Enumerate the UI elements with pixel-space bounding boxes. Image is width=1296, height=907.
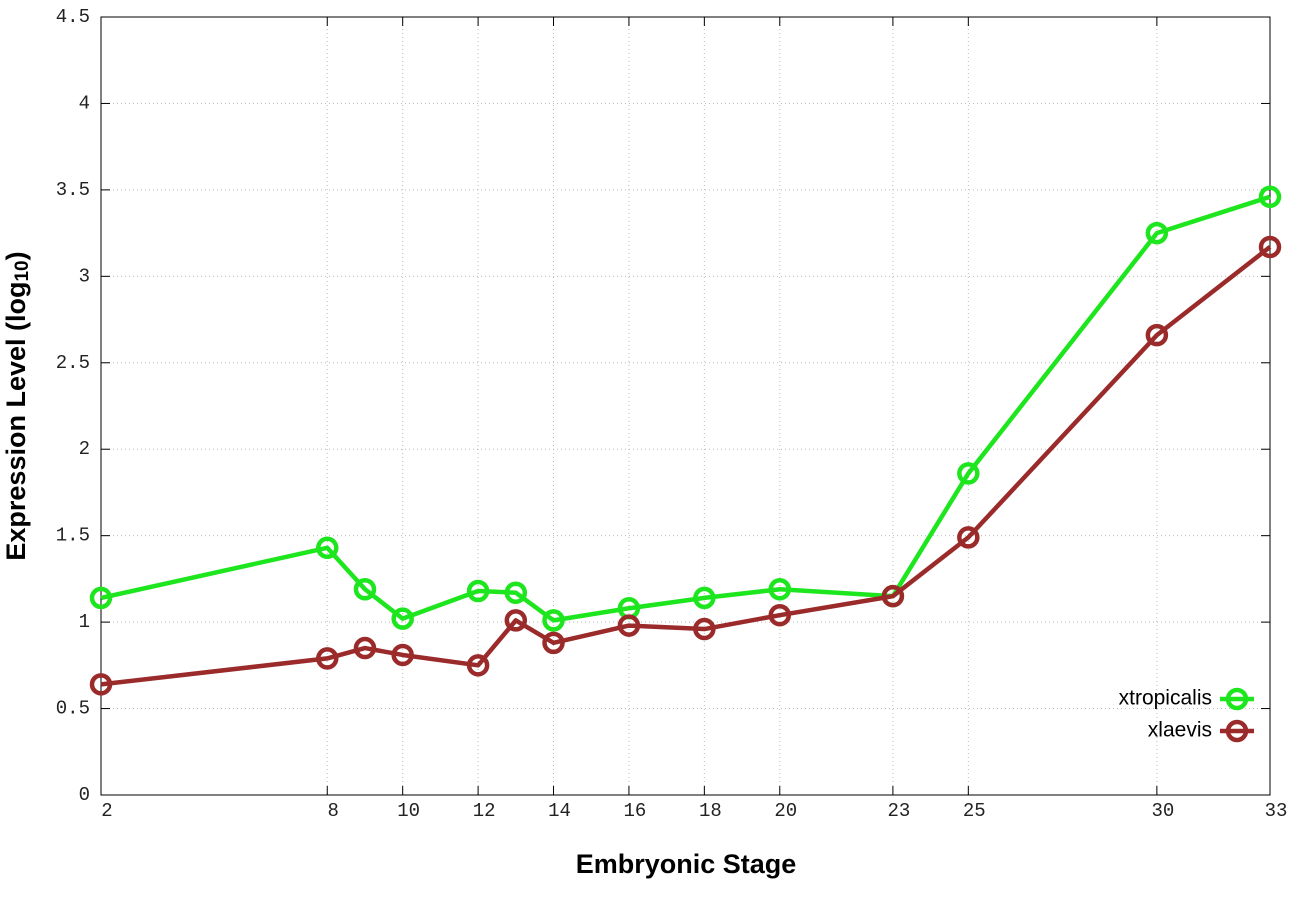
legend-label: xlaevis — [1148, 719, 1212, 742]
y-label-end: ) — [1, 251, 31, 260]
x-tick-label: 18 — [699, 800, 722, 822]
series-point — [316, 536, 339, 560]
series-point — [353, 578, 377, 601]
y-axis-label: Expression Level (log10) — [1, 251, 33, 560]
plot-frame — [100, 16, 1271, 796]
x-tick-label: 12 — [473, 800, 496, 822]
series-point — [957, 526, 980, 549]
series-point — [504, 581, 528, 604]
series-point — [466, 654, 490, 677]
x-tick-label: 25 — [963, 800, 986, 822]
series-point — [391, 607, 414, 630]
x-axis-label: Embryonic Stage — [576, 849, 797, 879]
series-point — [316, 647, 339, 670]
y-tick-label: 0 — [79, 784, 90, 806]
series-point — [881, 584, 905, 608]
series-point — [1145, 323, 1169, 347]
x-tick-label: 2 — [101, 800, 112, 822]
series-point — [391, 643, 414, 667]
x-tick-label: 33 — [1265, 800, 1288, 822]
legend-marker — [1225, 687, 1249, 711]
series-point — [89, 586, 113, 610]
y-label-sub: 10 — [12, 260, 33, 281]
x-tick-label: 8 — [328, 800, 339, 822]
y-tick-label: 1 — [79, 611, 90, 633]
y-tick-label: 4 — [79, 92, 90, 114]
y-label-text: Expression Level (log — [1, 282, 31, 561]
x-tick-label: 20 — [774, 800, 797, 822]
series-point — [542, 609, 565, 632]
series-point — [768, 603, 792, 627]
x-tick-label: 30 — [1151, 800, 1174, 822]
series-point — [617, 614, 641, 637]
x-tick-label: 16 — [624, 800, 647, 822]
series-line — [100, 194, 1271, 623]
series-point — [542, 631, 565, 655]
x-tick-label: 23 — [887, 800, 910, 822]
series-point — [466, 579, 490, 603]
series-point — [1258, 235, 1282, 259]
y-tick-label: 4.5 — [56, 6, 90, 28]
y-tick-label: 3.5 — [56, 179, 90, 201]
series-point — [693, 617, 716, 641]
x-tick-label: 14 — [548, 800, 571, 822]
series-point — [957, 462, 980, 485]
x-tick-label: 10 — [397, 800, 420, 822]
series-point — [1145, 221, 1169, 245]
series-point — [353, 636, 377, 660]
series-point — [768, 578, 792, 601]
y-tick-label: 0.5 — [56, 698, 90, 720]
legend-marker — [1225, 719, 1249, 743]
series-line — [100, 245, 1272, 687]
series-point — [693, 586, 716, 610]
series-point — [1258, 185, 1282, 209]
y-tick-label: 2.5 — [56, 352, 90, 374]
series-point — [504, 609, 528, 632]
y-tick-label: 3 — [79, 265, 90, 287]
legend-label: xtropicalis — [1119, 687, 1212, 710]
y-tick-label: 2 — [79, 438, 90, 460]
y-tick-label: 1.5 — [56, 525, 90, 547]
series-point — [89, 673, 113, 696]
